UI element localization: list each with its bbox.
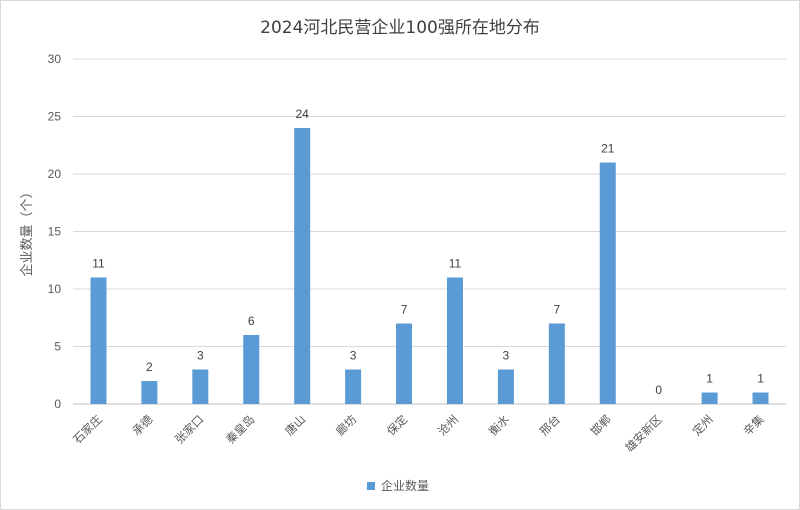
y-tick-label: 20 — [48, 167, 62, 181]
category-label: 邯郸 — [588, 412, 614, 438]
category-label: 唐山 — [282, 412, 308, 438]
data-label: 6 — [248, 314, 255, 328]
y-tick-label: 0 — [54, 397, 61, 411]
gridlines — [73, 58, 786, 405]
data-label: 3 — [350, 349, 357, 363]
data-label: 21 — [601, 142, 615, 156]
data-label: 24 — [295, 107, 309, 121]
data-label: 7 — [401, 303, 408, 317]
y-tick-label: 25 — [48, 110, 62, 124]
bar — [599, 162, 616, 404]
y-tick-label: 15 — [48, 225, 62, 239]
y-tick-label: 10 — [48, 282, 62, 296]
bar — [446, 277, 463, 404]
legend-label: 企业数量 — [381, 478, 429, 493]
y-tick-label: 5 — [54, 340, 61, 354]
y-tick-label: 30 — [48, 52, 62, 66]
data-label: 0 — [655, 383, 662, 397]
category-label: 张家口 — [172, 412, 206, 446]
category-label: 保定 — [384, 412, 411, 439]
bar — [192, 369, 209, 404]
data-label: 3 — [503, 349, 510, 363]
data-label: 2 — [146, 360, 153, 374]
y-tick-labels: 0 5 10 15 20 25 30 — [48, 52, 62, 411]
bar — [141, 381, 158, 404]
category-label: 承德 — [129, 412, 156, 439]
bar — [701, 392, 718, 404]
bar — [294, 128, 311, 404]
category-label: 衡水 — [486, 412, 513, 439]
bar — [345, 369, 362, 404]
bar — [497, 369, 514, 404]
bar — [396, 323, 413, 404]
category-label: 廊坊 — [333, 412, 360, 439]
legend: 企业数量 — [367, 478, 429, 493]
bar — [548, 323, 565, 404]
data-label: 3 — [197, 349, 204, 363]
category-label: 定州 — [690, 412, 716, 438]
y-axis-label: 企业数量（个） — [19, 185, 35, 276]
data-label: 1 — [757, 372, 764, 386]
bar — [90, 277, 107, 404]
category-label: 雄安新区 — [622, 412, 664, 454]
chart-title: 2024河北民营企业100强所在地分布 — [260, 18, 540, 38]
category-labels: 石家庄 承德 张家口 秦皇岛 唐山 廊坊 保定 沧州 衡水 邢台 邯郸 雄安新区 定州 辛集 — [70, 412, 767, 455]
category-label: 石家庄 — [70, 412, 104, 446]
legend-swatch — [367, 482, 375, 490]
bar — [243, 335, 260, 404]
category-label: 秦皇岛 — [223, 412, 257, 446]
category-label: 辛集 — [740, 412, 767, 439]
data-label: 7 — [553, 303, 560, 317]
data-label: 11 — [449, 257, 462, 271]
bars — [90, 128, 769, 404]
category-label: 沧州 — [435, 412, 461, 438]
data-label: 11 — [92, 257, 105, 271]
data-label: 1 — [706, 372, 713, 386]
category-label: 邢台 — [537, 412, 563, 438]
bar — [752, 392, 769, 404]
